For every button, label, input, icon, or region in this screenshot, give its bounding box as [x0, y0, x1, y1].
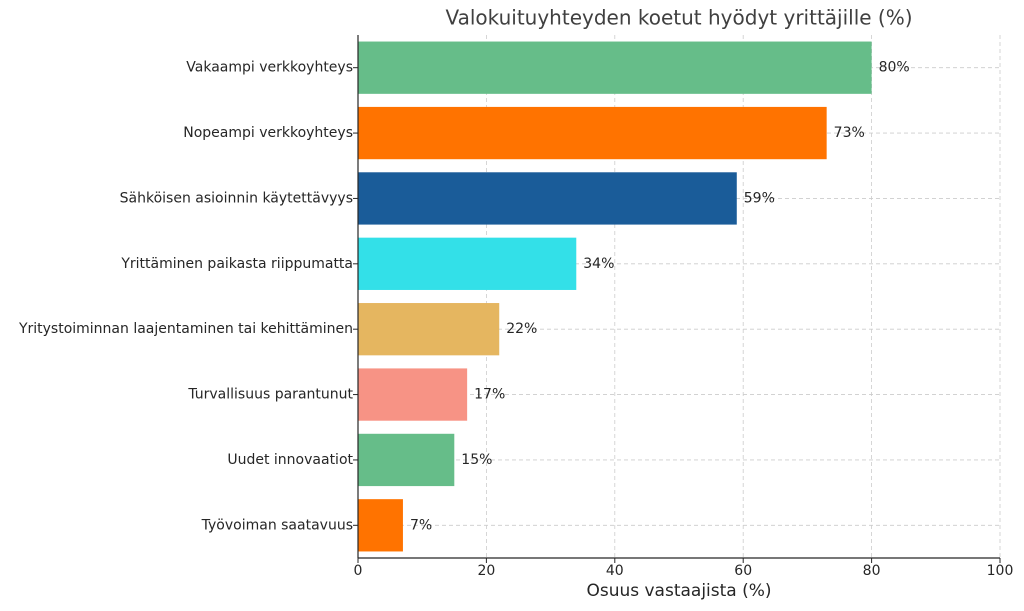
y-tick-label: Työvoiman saatavuus	[201, 517, 353, 533]
y-tick-label: Vakaampi verkkoyhteys	[186, 60, 353, 76]
value-label: 80%	[879, 60, 910, 76]
x-tick-label: 0	[354, 563, 363, 579]
value-label: 34%	[583, 256, 614, 272]
value-label: 15%	[461, 452, 492, 468]
x-tick-label: 80	[863, 563, 881, 579]
y-tick-label: Nopeampi verkkoyhteys	[183, 125, 353, 141]
bar	[358, 499, 403, 552]
value-label: 73%	[834, 125, 865, 141]
bar	[358, 106, 827, 160]
bar	[358, 368, 468, 421]
value-label: 7%	[410, 517, 432, 533]
y-tick-label: Yrittäminen paikasta riippumatta	[120, 256, 353, 272]
bar	[358, 433, 455, 487]
bar	[358, 172, 737, 225]
bar	[358, 237, 577, 290]
value-label: 22%	[506, 321, 537, 337]
chart-title: Valokuituyhteyden koetut hyödyt yrittäji…	[445, 6, 912, 30]
y-tick-label: Yritystoiminnan laajentaminen tai kehitt…	[18, 321, 353, 337]
value-label: 17%	[474, 387, 505, 403]
y-tick-label: Turvallisuus parantunut	[187, 387, 353, 403]
x-tick-label: 100	[987, 563, 1014, 579]
value-label: 59%	[744, 190, 775, 206]
y-tick-label: Uudet innovaatiot	[227, 452, 353, 468]
bar	[358, 41, 872, 94]
x-tick-label: 60	[734, 563, 752, 579]
x-axis-label: Osuus vastaajista (%)	[586, 581, 771, 601]
bar	[358, 303, 500, 356]
x-tick-label: 40	[606, 563, 624, 579]
x-tick-label: 20	[477, 563, 495, 579]
y-tick-label: Sähköisen asioinnin käytettävyys	[120, 190, 353, 206]
